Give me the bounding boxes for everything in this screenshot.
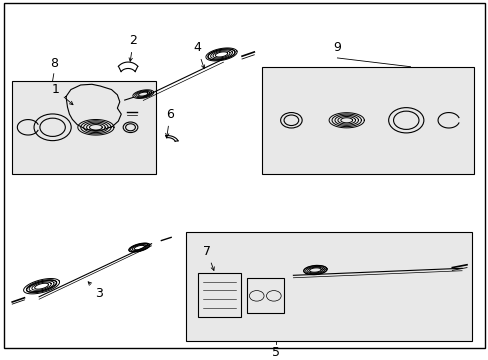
Bar <box>246 278 283 314</box>
Text: 8: 8 <box>50 57 58 70</box>
Bar <box>12 81 156 174</box>
Bar <box>185 232 471 341</box>
Text: 5: 5 <box>272 346 280 359</box>
Text: 1: 1 <box>51 83 73 105</box>
Text: 4: 4 <box>193 41 204 68</box>
Bar <box>198 273 241 317</box>
Bar <box>261 67 473 174</box>
Text: 3: 3 <box>88 282 103 300</box>
Text: 2: 2 <box>129 34 137 61</box>
Text: 6: 6 <box>165 108 174 137</box>
Text: 9: 9 <box>333 41 341 54</box>
Text: 7: 7 <box>203 244 214 270</box>
